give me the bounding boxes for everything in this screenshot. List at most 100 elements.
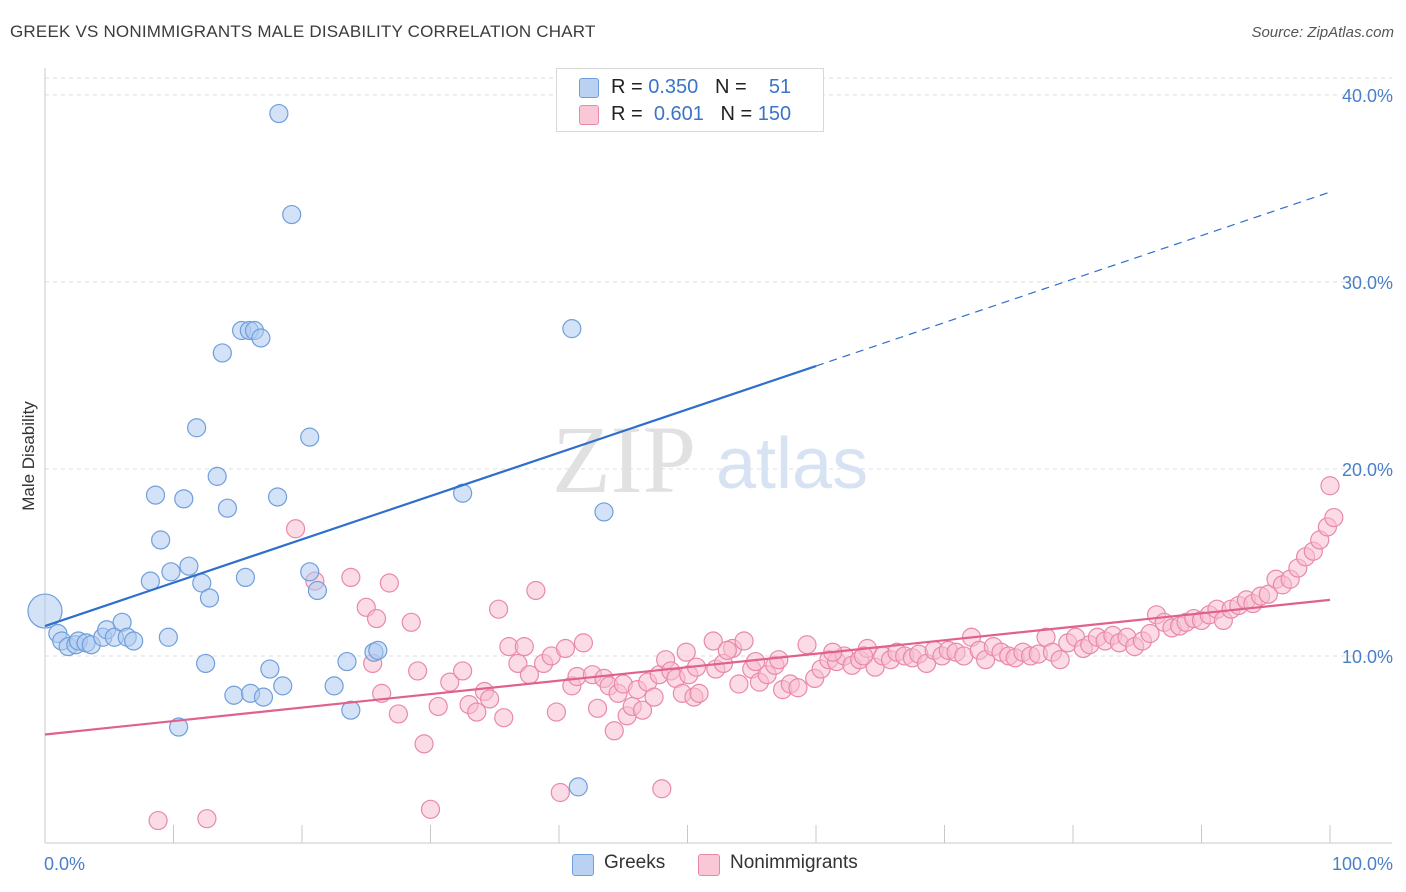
- n-value: 150: [757, 103, 792, 125]
- greeks-points: [27, 103, 614, 797]
- greeks-point: [212, 343, 232, 363]
- nonimmigrants-point: [1050, 650, 1070, 670]
- nonimmigrants-points: [148, 476, 1344, 831]
- greeks-point: [151, 530, 171, 550]
- nonimmigrants-point: [573, 633, 594, 653]
- nonimmigrants-point: [420, 799, 441, 819]
- greeks-point: [174, 489, 194, 509]
- nonimmigrants-point: [514, 637, 534, 657]
- greeks-point: [224, 685, 244, 705]
- greeks-point: [273, 676, 293, 696]
- greeks-point: [260, 659, 280, 679]
- nonimmigrants-point: [467, 702, 487, 722]
- greeks-point: [368, 640, 388, 660]
- greeks-point: [307, 580, 328, 601]
- nonimmigrants-point: [676, 642, 696, 662]
- y-tick-label: 20.0%: [1342, 460, 1393, 480]
- greeks-swatch: [579, 78, 599, 98]
- nonimmigrants-trend-line: [44, 598, 1331, 736]
- nonimmigrants-point: [555, 638, 576, 659]
- nonimmigrants-point: [341, 567, 361, 588]
- nonimmigrants-point: [1258, 584, 1278, 604]
- nonimmigrants-point: [652, 779, 672, 799]
- nonimmigrants-point: [401, 612, 421, 632]
- y-axis-label: Male Disability: [19, 401, 38, 511]
- nonimmigrants-point: [285, 519, 306, 539]
- r-label: R =: [611, 103, 643, 125]
- greeks-point: [251, 328, 271, 348]
- nonimmigrants-point: [408, 661, 428, 681]
- nonimmigrants-point: [366, 608, 387, 629]
- nonimmigrants-point: [508, 653, 528, 674]
- greeks-point: [341, 700, 361, 720]
- n-value: 51: [768, 76, 792, 98]
- greeks-point: [282, 204, 302, 225]
- source-label: Source: ZipAtlas.com: [1251, 24, 1394, 41]
- nonimmigrants-point: [428, 696, 448, 717]
- nonimmigrants-point: [197, 809, 217, 829]
- greeks-point: [27, 593, 63, 629]
- watermark-atlas: atlas: [716, 424, 868, 504]
- nonimmigrants-point: [494, 708, 514, 728]
- watermark: ZIP atlas: [552, 406, 868, 513]
- greeks-point: [253, 687, 274, 707]
- greeks-point: [179, 556, 199, 576]
- r-value: 0.350: [648, 76, 699, 98]
- nonimmigrants-swatch: [579, 105, 599, 125]
- nonimmigrants-point: [703, 631, 723, 651]
- greeks-point: [196, 653, 216, 674]
- nonimmigrants-point: [769, 650, 789, 670]
- nonimmigrants-point: [797, 635, 817, 655]
- greeks-point: [217, 498, 238, 518]
- legend-nonimmigrants-text: R = 0.601 N = 150: [611, 103, 791, 126]
- nonimmigrants-point: [546, 702, 567, 722]
- nonimmigrants-point: [480, 689, 500, 709]
- nonimmigrants-point: [453, 661, 473, 681]
- nonimmigrants-point: [550, 782, 570, 803]
- greeks-point: [267, 487, 288, 507]
- nonimmigrants-point: [1320, 476, 1340, 496]
- x-tick-label: 0.0%: [44, 854, 85, 874]
- greeks-trend-extension: [815, 191, 1331, 367]
- n-label: N =: [720, 103, 753, 125]
- nonimmigrants-swatch: [698, 854, 720, 876]
- greeks-point: [199, 588, 220, 608]
- n-label: N =: [714, 76, 747, 98]
- x-tick-label: 100.0%: [1332, 854, 1393, 874]
- nonimmigrants-point: [734, 631, 754, 651]
- y-tick-label: 40.0%: [1342, 86, 1393, 106]
- nonimmigrants-point: [853, 646, 874, 666]
- greeks-point: [161, 562, 181, 582]
- greeks-point: [235, 567, 256, 588]
- y-tick-label: 30.0%: [1342, 273, 1393, 293]
- nonimmigrants-point: [632, 700, 653, 720]
- r-label: R =: [611, 76, 643, 98]
- nonimmigrants-point: [148, 810, 168, 831]
- trend-lines: [44, 191, 1331, 736]
- nonimmigrants-point: [729, 674, 749, 694]
- greeks-point: [158, 627, 178, 647]
- r-value: 0.601: [653, 103, 704, 125]
- correlation-legend: R = 0.350 N = 51 R = 0.601 N = 150: [556, 68, 824, 132]
- y-tick-label: 10.0%: [1342, 647, 1393, 667]
- greeks-point: [594, 502, 614, 522]
- legend-greeks-text: R = 0.350 N = 51: [611, 76, 791, 99]
- greeks-point: [207, 466, 227, 486]
- nonimmigrants-point: [689, 683, 709, 703]
- nonimmigrants-point: [489, 599, 509, 619]
- greeks-point: [145, 485, 166, 505]
- nonimmigrants-point: [644, 687, 664, 707]
- nonimmigrants-point: [604, 721, 624, 741]
- legend-label: Greeks: [604, 852, 666, 873]
- greeks-point: [562, 319, 582, 339]
- legend-label: Nonimmigrants: [730, 852, 858, 873]
- greeks-point: [324, 676, 344, 696]
- greeks-trend-line: [44, 365, 817, 628]
- greeks-point: [187, 418, 207, 438]
- chart-title: GREEK VS NONIMMIGRANTS MALE DISABILITY C…: [10, 22, 596, 41]
- greeks-point: [269, 103, 289, 124]
- greeks-point: [124, 631, 144, 651]
- nonimmigrants-point: [526, 580, 546, 601]
- nonimmigrants-point: [587, 698, 608, 718]
